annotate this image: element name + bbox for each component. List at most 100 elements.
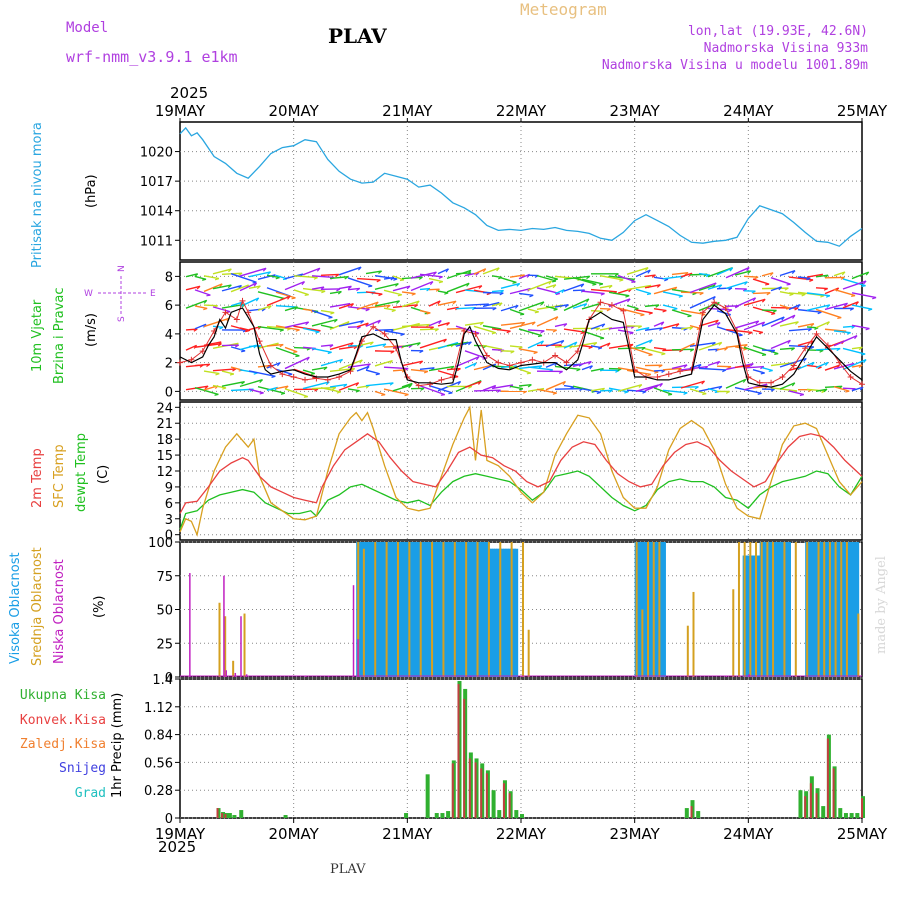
wind-arrow: [653, 347, 667, 351]
wind-arrow: [500, 321, 525, 326]
wind-arrow-head: [522, 390, 528, 394]
wind-arrow-head: [554, 316, 559, 321]
precip-total-bar: [446, 811, 451, 818]
precip-total-bar: [849, 813, 854, 818]
mid-cloud-bar: [840, 542, 843, 677]
precip-convective-bar: [221, 813, 224, 818]
high-cloud-bar: [747, 555, 752, 677]
x-tick-bottom: 20MAY: [269, 825, 320, 843]
wind-arrow-head: [395, 283, 399, 287]
high-cloud-bar: [360, 542, 365, 677]
wind-arrow: [482, 291, 504, 294]
wind-arrow: [563, 328, 585, 333]
wind-arrow-head: [637, 325, 642, 329]
wind-arrow-head: [434, 328, 439, 332]
wind-arrow-head: [563, 323, 568, 327]
wind-arrow: [239, 282, 257, 292]
wind-arrow: [212, 284, 232, 290]
wind-arrow: [230, 273, 257, 283]
high-cloud-bar: [481, 542, 486, 677]
wind-arrow-head: [872, 296, 877, 300]
wind-arrow-head: [592, 283, 597, 286]
wind-arrow-head: [606, 308, 611, 312]
wind-arrow: [518, 348, 538, 354]
wind-arrow-head: [499, 292, 504, 296]
wind-arrow-head: [861, 285, 866, 288]
wind-arrow-head: [335, 273, 340, 278]
wind-arrow-head: [514, 305, 519, 309]
wind-arrow: [563, 341, 578, 349]
wind-arrow: [770, 286, 782, 292]
wind-arrow: [284, 273, 304, 280]
wind-arrow: [743, 275, 759, 278]
wind-arrow-head: [420, 387, 425, 391]
wind-arrow: [212, 268, 232, 275]
wind-arrow-head: [598, 283, 604, 286]
y-tick-label-clouds: 50: [156, 604, 173, 619]
high-cloud-bar: [491, 548, 496, 677]
wind-arrow-head: [817, 311, 822, 315]
wind-arrow: [455, 306, 476, 310]
precip-total-bar: [696, 811, 701, 818]
precip-total-bar: [434, 813, 439, 818]
wind-cross-marker: [256, 338, 263, 345]
wind-arrow: [419, 287, 431, 291]
wind-cross-marker: [324, 376, 331, 383]
wind-arrow-head: [353, 345, 358, 350]
y-tick-label-precip: 0: [165, 812, 173, 827]
wind-arrow-head: [770, 388, 775, 392]
mid-cloud-bar: [806, 542, 809, 677]
wind-arrow-head: [795, 321, 799, 325]
high-cloud-bar: [636, 542, 641, 677]
wind-arrow: [689, 324, 701, 330]
wind-arrow-head: [596, 391, 601, 395]
wind-arrow-head: [350, 303, 354, 308]
high-cloud-bar: [453, 542, 458, 677]
wind-arrow: [302, 327, 320, 333]
wind-arrow: [212, 325, 224, 329]
wind-arrow-head: [316, 267, 321, 272]
wind-arrow-head: [491, 332, 496, 335]
wind-arrow: [428, 300, 441, 307]
wind-arrow-head: [766, 292, 771, 296]
mid-cloud-bar: [692, 591, 695, 677]
wind-arrow: [482, 363, 496, 371]
wind-arrow-head: [357, 266, 362, 271]
wind-arrow: [734, 320, 759, 329]
wind-arrow: [797, 323, 815, 328]
wind-arrow: [671, 364, 688, 370]
high-cloud-bar: [401, 542, 406, 677]
wind-arrow: [482, 384, 496, 391]
high-cloud-bar: [472, 542, 477, 677]
wind-arrow: [743, 346, 767, 356]
wind-arrow: [671, 309, 692, 317]
mid-cloud-bar: [431, 542, 434, 677]
mid-cloud-bar: [408, 542, 411, 677]
precip-convective-bar: [809, 783, 812, 818]
wind-arrow: [221, 344, 239, 347]
wind-arrow: [212, 368, 236, 372]
wind-arrow: [662, 291, 683, 297]
mid-cloud-bar: [834, 542, 837, 677]
wind-arrow-head: [646, 293, 652, 296]
wind-arrow: [626, 345, 653, 356]
wind-arrow-head: [608, 285, 613, 289]
wind-arrow-head: [651, 274, 656, 278]
wind-cross-marker: [222, 309, 229, 316]
high-cloud-bar: [422, 542, 427, 677]
wind-arrow: [356, 301, 379, 311]
wind-arrow: [329, 302, 351, 308]
wind-arrow-head: [551, 280, 557, 283]
mid-cloud-bar: [737, 542, 740, 677]
wind-arrow-head: [701, 380, 705, 385]
high-cloud-bar: [652, 542, 657, 677]
wind-arrow-head: [303, 396, 308, 398]
wind-arrow: [374, 359, 393, 367]
precip-convective-bar: [457, 683, 460, 818]
wind-arrow-head: [702, 393, 707, 396]
x-tick-bottom: 25MAY: [837, 825, 888, 843]
high-cloud-bar: [855, 542, 860, 677]
mid-cloud-bar: [224, 616, 227, 677]
wind-arrow: [311, 309, 333, 319]
wind-arrow-head: [647, 269, 651, 274]
